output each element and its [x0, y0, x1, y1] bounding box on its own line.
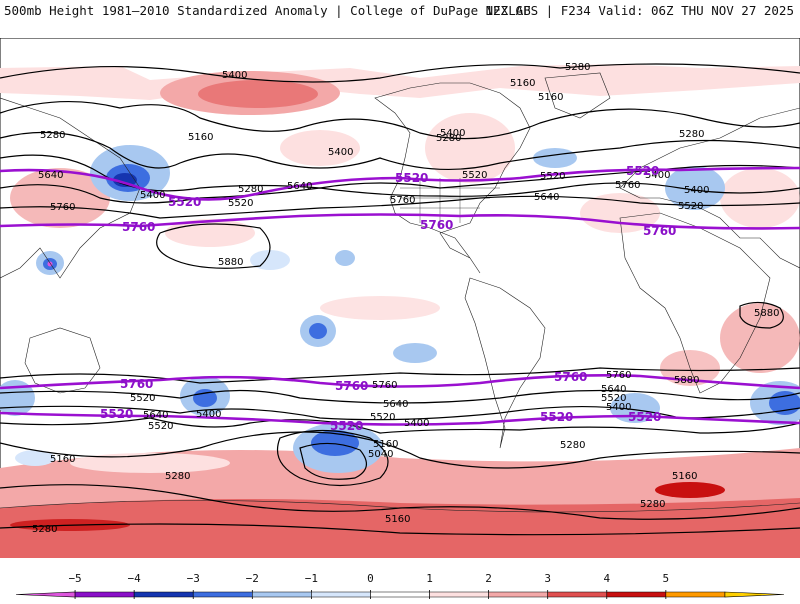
contour-label: 5280 — [165, 471, 190, 482]
contour-label: 5640 — [143, 410, 168, 421]
contour-label: 5400 — [328, 147, 353, 158]
contour-label: 5640 — [287, 181, 312, 192]
legend-swatch — [311, 591, 371, 598]
contour-label: 5520 — [148, 421, 173, 432]
contour-label: 5880 — [674, 375, 699, 386]
legend-swatch — [665, 591, 726, 598]
contour-label: 5280 — [32, 524, 57, 535]
purple-label: 5520 — [628, 410, 661, 424]
contour-label: 5640 — [383, 399, 408, 410]
negative-anomaly-regions — [0, 145, 800, 473]
contour-label: 5400 — [222, 70, 247, 81]
purple-label: 5520 — [395, 171, 428, 185]
legend-swatch — [74, 591, 135, 598]
contour-label: 5760 — [390, 195, 415, 206]
legend-tick-label: −4 — [128, 572, 142, 585]
contour-label: 5640 — [601, 384, 626, 395]
purple-label: 5520 — [330, 419, 363, 433]
legend-swatch — [488, 591, 548, 598]
purple-label: 5760 — [420, 218, 453, 232]
contour-label: 5280 — [640, 499, 665, 510]
contour-label: 5280 — [565, 62, 590, 73]
contour-label: 5160 — [538, 92, 563, 103]
purple-label: 5760 — [643, 224, 676, 238]
legend-swatch — [192, 591, 253, 598]
purple-label: 5760 — [120, 377, 153, 391]
reference-contours — [0, 166, 800, 426]
contour-label: 5760 — [606, 370, 631, 381]
contour-label: 5400 — [196, 409, 221, 420]
anomaly-legend: −5 −4 −3 −2 −1 0 1 2 3 4 5 — [0, 566, 800, 600]
contour-label: 5400 — [645, 170, 670, 181]
contour-label: 5520 — [130, 393, 155, 404]
contour-label: 5160 — [385, 514, 410, 525]
contour-label: 5400 — [440, 128, 465, 139]
legend-tick-label: −1 — [305, 572, 318, 585]
legend-tick-labels: −5 −4 −3 −2 −1 0 1 2 3 4 5 — [68, 572, 669, 599]
legend-tick-label: 1 — [426, 572, 433, 585]
contour-label: 5160 — [672, 471, 697, 482]
contour-label: 5160 — [50, 454, 75, 465]
contour-label: 5280 — [560, 440, 585, 451]
map-title: 500mb Height 1981–2010 Standardized Anom… — [4, 3, 531, 18]
contour-label: 5160 — [373, 439, 398, 450]
purple-label: 5520 — [100, 407, 133, 421]
contour-label: 5520 — [228, 198, 253, 209]
purple-label: 5520 — [168, 195, 201, 209]
contour-label: 5760 — [50, 202, 75, 213]
legend-color-bar — [15, 591, 785, 598]
contour-label: 5520 — [462, 170, 487, 181]
contour-label: 5400 — [140, 190, 165, 201]
model-run-info: 12Z GFS | F234 Valid: 06Z THU NOV 27 202… — [485, 3, 794, 18]
contour-label: 5520 — [601, 393, 626, 404]
contour-label: 5400 — [404, 418, 429, 429]
contour-label: 5760 — [615, 180, 640, 191]
contour-label: 5880 — [218, 257, 243, 268]
legend-tick-label: 0 — [367, 572, 374, 585]
contour-label: 5760 — [372, 380, 397, 391]
legend-swatch — [547, 591, 608, 598]
contour-label: 5520 — [370, 412, 395, 423]
legend-tick-label: −5 — [68, 572, 81, 585]
contour-label: 5640 — [38, 170, 63, 181]
purple-label: 5760 — [554, 370, 587, 384]
contour-label: 5280 — [679, 129, 704, 140]
contour-label: 5400 — [606, 402, 631, 413]
legend-tick-label: 4 — [603, 572, 610, 585]
legend-swatch — [724, 591, 785, 598]
contour-label: 5520 — [540, 171, 565, 182]
contour-label: 5280 — [238, 184, 263, 195]
contour-label: 5160 — [188, 132, 213, 143]
legend-tick-label: 2 — [485, 572, 492, 585]
legend-swatch — [370, 591, 430, 598]
legend-swatch — [15, 591, 76, 598]
purple-label: 5760 — [335, 379, 368, 393]
legend-tick-label: −3 — [187, 572, 200, 585]
legend-swatch — [429, 591, 489, 598]
legend-tick-label: 5 — [663, 572, 670, 585]
anomaly-map: 5400 5280 5160 5280 5160 5400 5640 5280 … — [0, 38, 800, 558]
contour-label: 5520 — [678, 201, 703, 212]
legend-swatch — [133, 591, 194, 598]
contour-label: 5880 — [754, 308, 779, 319]
contour-label: 5040 — [368, 449, 393, 460]
contour-label: 5280 — [436, 133, 461, 144]
contour-label: 5640 — [534, 192, 559, 203]
legend-swatch — [252, 591, 312, 598]
purple-label: 5520 — [540, 410, 573, 424]
legend-tick-label: −2 — [246, 572, 259, 585]
legend-tick-label: 3 — [544, 572, 551, 585]
contour-label: 5400 — [684, 185, 709, 196]
contour-label: 5160 — [510, 78, 535, 89]
reference-contour-labels: 5520 5760 5520 5760 5520 5760 5760 5520 … — [100, 164, 676, 433]
purple-label: 5520 — [626, 164, 659, 178]
contour-labels: 5400 5280 5160 5280 5160 5400 5640 5280 … — [32, 62, 779, 535]
purple-label: 5760 — [122, 220, 155, 234]
height-contours — [0, 63, 800, 536]
legend-swatch — [606, 591, 667, 598]
contour-label: 5280 — [40, 130, 65, 141]
